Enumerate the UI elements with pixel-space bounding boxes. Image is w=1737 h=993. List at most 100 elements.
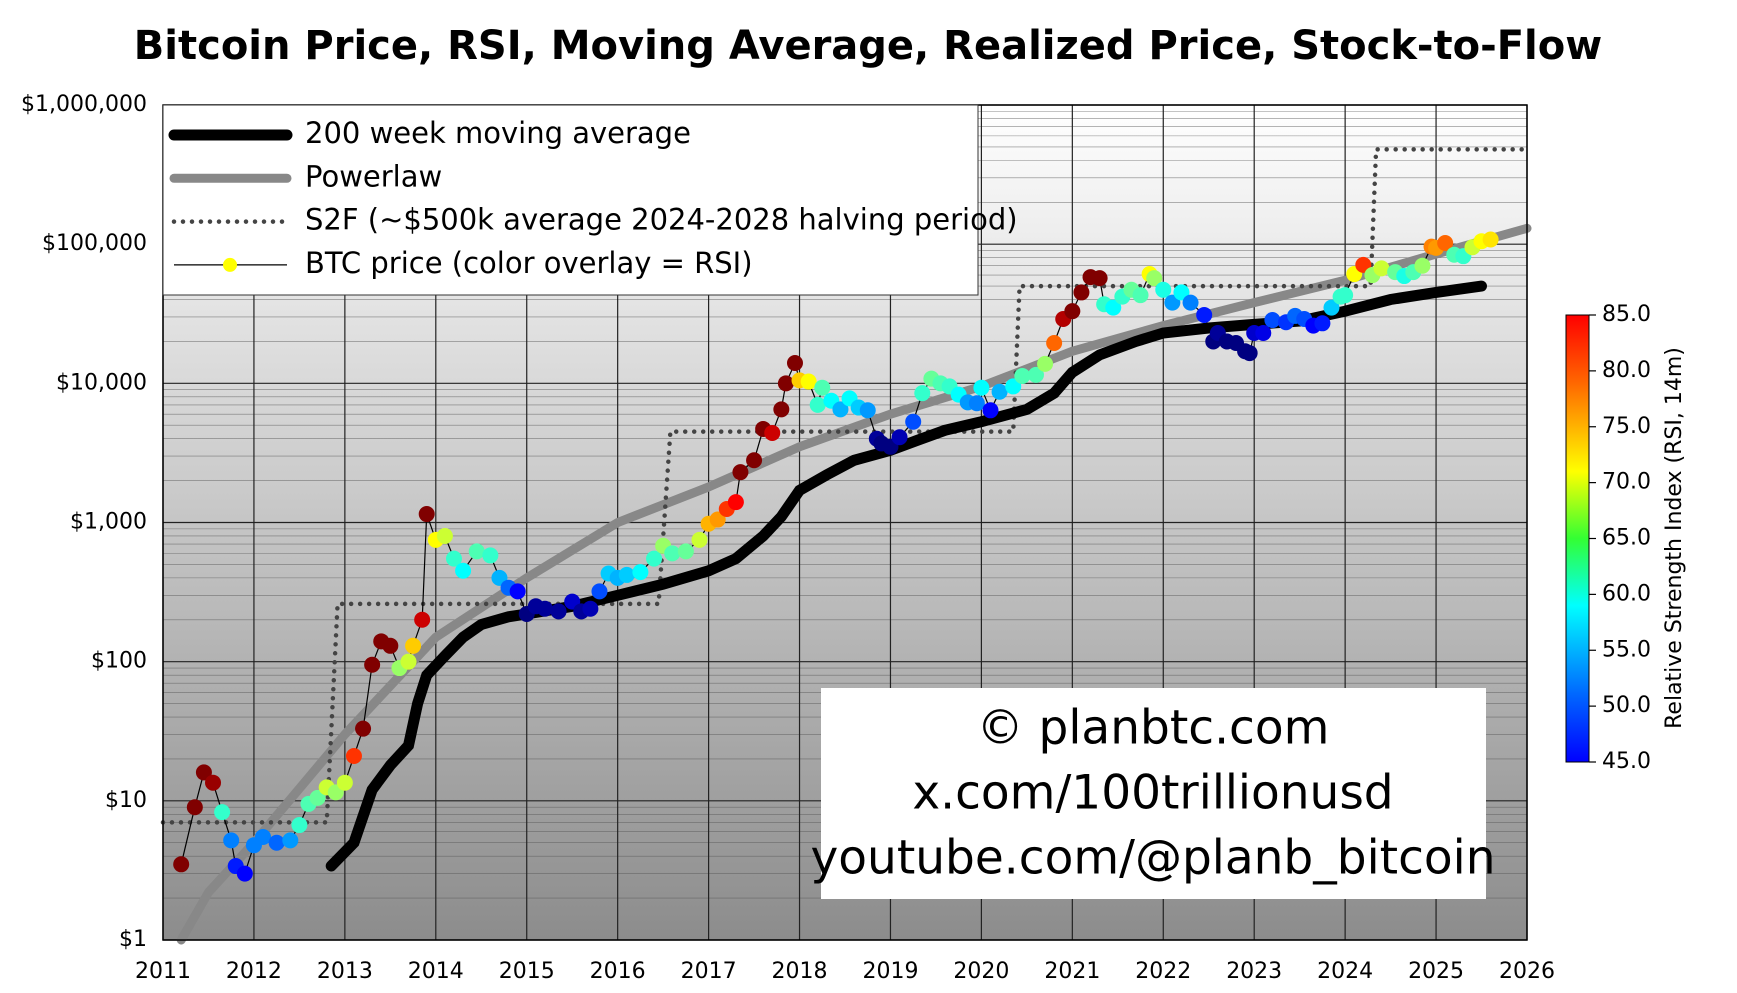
- legend-box: [162, 104, 979, 296]
- price-point: [891, 429, 908, 446]
- price-point: [536, 600, 553, 617]
- price-point: [982, 402, 999, 419]
- price-point: [905, 413, 922, 430]
- price-point: [255, 828, 272, 845]
- y-tick-label: $100,000: [42, 231, 147, 256]
- price-point: [1482, 231, 1499, 248]
- colorbar-tick-label: 50.0: [1602, 693, 1651, 718]
- price-point: [268, 834, 285, 851]
- x-tick-label: 2015: [499, 959, 555, 984]
- price-point: [355, 720, 372, 737]
- y-tick-label: $10,000: [56, 370, 147, 395]
- price-point: [550, 603, 567, 620]
- x-tick-label: 2014: [408, 959, 464, 984]
- price-point: [732, 464, 749, 481]
- price-point: [809, 396, 826, 413]
- price-point: [1255, 324, 1272, 341]
- price-point: [418, 506, 435, 523]
- price-point: [1014, 367, 1031, 384]
- price-point: [727, 494, 744, 511]
- price-point: [1037, 355, 1054, 372]
- x-tick-label: 2012: [226, 959, 282, 984]
- price-point: [414, 611, 431, 628]
- colorbar-label: Relative Strength Index (RSI, 14m): [1662, 347, 1687, 729]
- y-tick-label: $1,000: [70, 510, 147, 535]
- price-point: [777, 375, 794, 392]
- price-point: [509, 583, 526, 600]
- legend-label: BTC price (color overlay = RSI): [305, 246, 753, 280]
- y-tick-label: $1: [119, 927, 147, 952]
- x-tick-label: 2023: [1226, 959, 1282, 984]
- legend-label: Powerlaw: [305, 159, 442, 193]
- price-point: [291, 817, 308, 834]
- price-point: [1027, 366, 1044, 383]
- y-tick-label: $1,000,000: [21, 92, 147, 117]
- annotation-line: x.com/100trillionusd: [912, 766, 1393, 821]
- price-point: [173, 856, 190, 873]
- price-point: [1182, 294, 1199, 311]
- price-point: [914, 385, 931, 402]
- price-point: [1073, 284, 1090, 301]
- price-point: [1337, 287, 1354, 304]
- price-point: [800, 373, 817, 390]
- price-point: [968, 395, 985, 412]
- price-point: [336, 774, 353, 791]
- x-tick-label: 2026: [1499, 959, 1555, 984]
- x-tick-label: 2011: [135, 959, 191, 984]
- x-tick-label: 2021: [1044, 959, 1100, 984]
- x-tick-label: 2024: [1317, 959, 1373, 984]
- price-point: [382, 637, 399, 654]
- price-point: [214, 804, 231, 821]
- x-tick-label: 2016: [590, 959, 646, 984]
- price-point: [1373, 260, 1390, 277]
- price-point: [482, 547, 499, 564]
- price-point: [364, 656, 381, 673]
- colorbar-tick-label: 65.0: [1602, 526, 1651, 551]
- price-point: [1314, 315, 1331, 332]
- price-point: [436, 527, 453, 544]
- price-point: [205, 774, 222, 791]
- price-point: [1146, 270, 1163, 287]
- series-line: [176, 223, 1532, 945]
- legend-marker: [223, 257, 237, 272]
- price-point: [773, 401, 790, 418]
- price-point: [691, 531, 708, 548]
- colorbar-tick-label: 80.0: [1602, 358, 1651, 383]
- price-point: [664, 545, 681, 562]
- legend-label: S2F (~$500k average 2024-2028 halving pe…: [305, 203, 1018, 237]
- price-point: [223, 832, 240, 849]
- legend-label: 200 week moving average: [305, 116, 691, 150]
- price-point: [973, 379, 990, 396]
- price-point: [1437, 234, 1454, 251]
- x-tick-label: 2017: [681, 959, 737, 984]
- annotation-line: © planbtc.com: [977, 701, 1330, 756]
- y-tick-label: $10: [105, 788, 147, 813]
- x-tick-label: 2019: [862, 959, 918, 984]
- price-point: [1091, 270, 1108, 287]
- price-point: [746, 452, 763, 469]
- price-point: [709, 511, 726, 528]
- chart-title: Bitcoin Price, RSI, Moving Average, Real…: [134, 23, 1602, 69]
- price-point: [195, 764, 212, 781]
- price-point: [764, 424, 781, 441]
- price-point: [1132, 287, 1149, 304]
- price-point: [186, 799, 203, 816]
- price-point: [1105, 299, 1122, 316]
- colorbar-tick-label: 75.0: [1602, 414, 1651, 439]
- price-point: [1323, 299, 1340, 316]
- colorbar-tick-label: 70.0: [1602, 470, 1651, 495]
- colorbar-tick-label: 85.0: [1602, 302, 1651, 327]
- price-point: [991, 383, 1008, 400]
- price-point: [632, 564, 649, 581]
- price-point: [1414, 257, 1431, 274]
- price-point: [1196, 306, 1213, 323]
- price-point: [468, 543, 485, 560]
- colorbar-tick-label: 60.0: [1602, 581, 1651, 606]
- price-point: [1355, 256, 1372, 273]
- colorbar-tick-label: 45.0: [1602, 749, 1651, 774]
- price-point: [814, 379, 831, 396]
- annotation-line: youtube.com/@planb_bitcoin: [810, 831, 1495, 886]
- price-point: [309, 789, 326, 806]
- price-point: [345, 747, 362, 764]
